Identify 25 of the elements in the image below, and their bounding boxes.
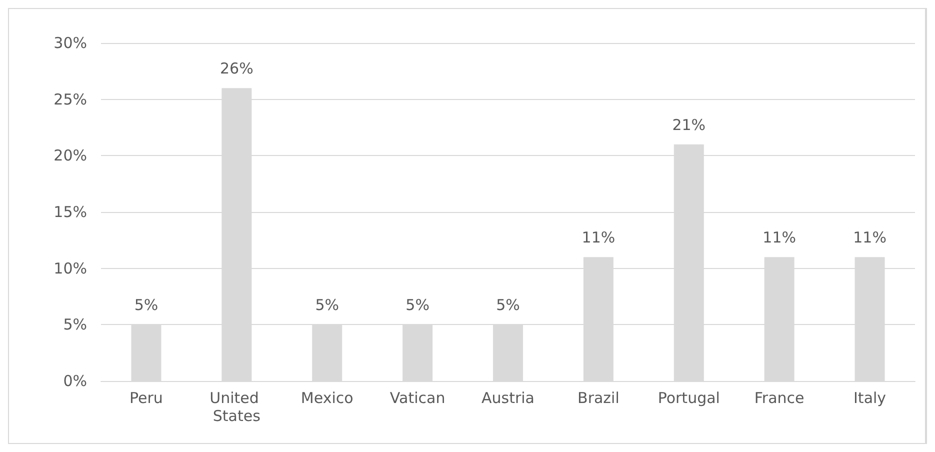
y-tick-label: 25% bbox=[54, 90, 87, 108]
x-tick-label: Italy bbox=[854, 389, 886, 407]
y-tick-label: 20% bbox=[54, 146, 87, 165]
x-tick-label: Austria bbox=[482, 389, 534, 407]
y-tick-label: 5% bbox=[63, 316, 87, 334]
x-tick-label: Peru bbox=[130, 389, 163, 407]
x-tick-label: Brazil bbox=[578, 389, 620, 407]
y-tick-label: 0% bbox=[63, 372, 87, 390]
data-label: 5% bbox=[134, 296, 158, 314]
data-label: 26% bbox=[220, 60, 254, 78]
y-tick-label: 10% bbox=[54, 259, 87, 278]
data-label: 5% bbox=[406, 296, 430, 314]
x-tick-label: Vatican bbox=[390, 389, 446, 407]
data-label: 21% bbox=[672, 116, 706, 134]
data-label: 11% bbox=[582, 228, 616, 247]
x-tick-label: United States bbox=[210, 389, 264, 425]
x-tick-label: Mexico bbox=[300, 389, 354, 407]
data-label: 11% bbox=[762, 228, 796, 247]
data-label: 5% bbox=[496, 296, 520, 314]
y-tick-label: 15% bbox=[54, 203, 87, 221]
x-tick-label: Portugal bbox=[658, 389, 720, 407]
x-tick-label: France bbox=[754, 389, 804, 407]
y-tick-label: 30% bbox=[54, 34, 87, 52]
data-label: 5% bbox=[315, 296, 340, 314]
data-label: 11% bbox=[853, 228, 886, 247]
